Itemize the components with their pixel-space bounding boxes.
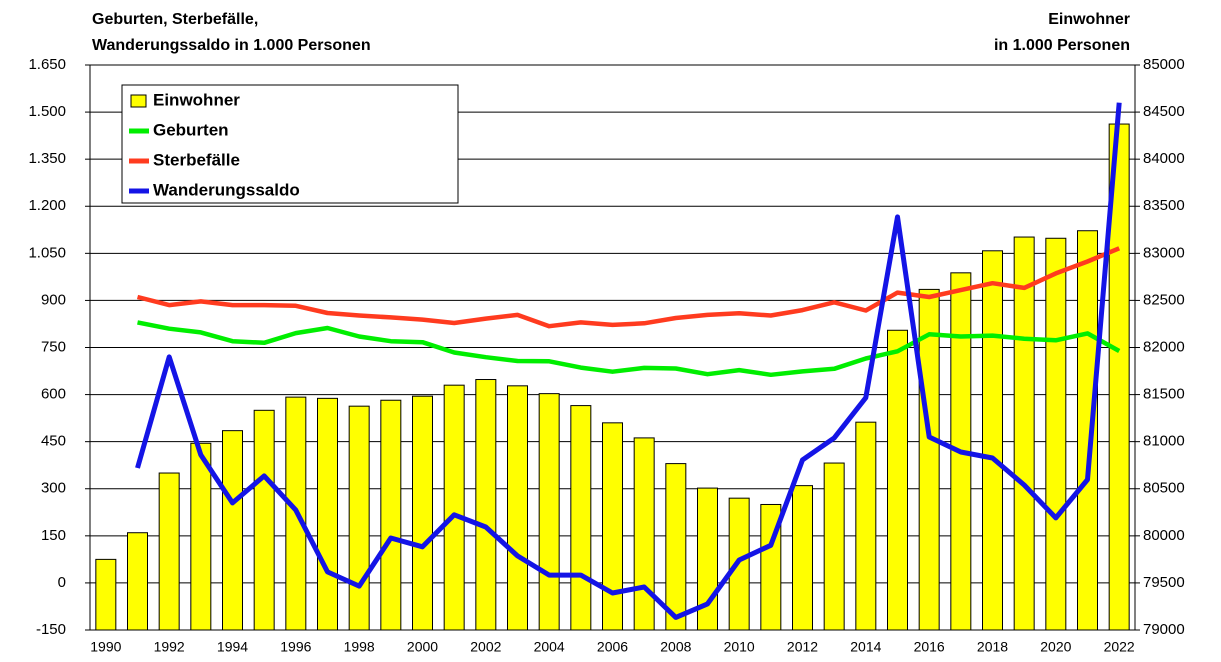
y2-tick-label: 79000 xyxy=(1143,621,1185,638)
y2-tick-label: 84000 xyxy=(1143,150,1185,167)
y-tick-label: 900 xyxy=(41,291,66,308)
bar xyxy=(127,532,148,631)
bar xyxy=(475,379,497,631)
y-tick-label: 1.050 xyxy=(28,244,66,261)
x-tick-label: 2000 xyxy=(407,639,438,655)
plot-frame xyxy=(89,64,1136,631)
x-tick-label: 2022 xyxy=(1104,639,1135,655)
y2-tick-label: 82500 xyxy=(1143,291,1185,308)
bar xyxy=(190,442,212,631)
y2-tick-label: 80500 xyxy=(1143,480,1185,497)
y-tick-label: 150 xyxy=(41,527,66,544)
bar xyxy=(633,437,655,631)
y-tick-label: 600 xyxy=(41,386,66,403)
y-tick-label: 0 xyxy=(58,574,66,591)
bar xyxy=(317,397,338,631)
x-tick-label: 1996 xyxy=(280,639,311,655)
x-tick-label: 2020 xyxy=(1040,639,1071,655)
y-tick-label: -150 xyxy=(36,621,66,638)
legend-swatch xyxy=(130,94,147,108)
legend-label: Geburten xyxy=(153,120,229,139)
y-tick-label: 1.200 xyxy=(28,197,66,214)
bar xyxy=(222,430,243,631)
bar xyxy=(507,385,528,631)
x-tick-label: 2018 xyxy=(977,639,1008,655)
line xyxy=(137,320,1121,378)
bar xyxy=(855,421,877,631)
x-tick-label: 2008 xyxy=(660,639,691,655)
legend-label: Sterbefälle xyxy=(153,150,240,169)
bar xyxy=(665,463,687,631)
y2-tick-label: 79500 xyxy=(1143,574,1185,591)
bar xyxy=(538,393,560,631)
bar xyxy=(412,395,433,631)
y-tick-label: 1.650 xyxy=(28,56,66,73)
bar xyxy=(887,329,908,631)
y-tick-label: 1.500 xyxy=(28,103,66,120)
line xyxy=(135,102,1122,620)
legend-box xyxy=(121,84,459,204)
x-tick-label: 2010 xyxy=(724,639,755,655)
y2-tick-label: 83500 xyxy=(1143,197,1185,214)
x-tick-label: 1990 xyxy=(90,639,121,655)
y-tick-label: 750 xyxy=(41,338,66,355)
bar xyxy=(95,558,117,631)
y-axis-label: Geburten, Sterbefälle, xyxy=(92,11,258,28)
bar xyxy=(982,250,1003,631)
x-tick-label: 2002 xyxy=(470,639,501,655)
bar xyxy=(1045,237,1067,631)
bar xyxy=(1013,236,1035,631)
y-tick-label: 450 xyxy=(41,433,66,450)
y2-tick-label: 80000 xyxy=(1143,527,1185,544)
legend-label: Einwohner xyxy=(153,90,240,109)
x-tick-label: 2014 xyxy=(850,639,881,655)
bar xyxy=(380,399,402,631)
bar xyxy=(792,485,813,631)
y2-tick-label: 82000 xyxy=(1143,338,1185,355)
x-tick-label: 2006 xyxy=(597,639,628,655)
bar xyxy=(570,405,592,631)
y2-axis-label: in 1.000 Personen xyxy=(994,37,1130,54)
bar xyxy=(823,462,845,631)
bar xyxy=(602,422,623,631)
y2-tick-label: 83000 xyxy=(1143,244,1185,261)
line xyxy=(136,246,1121,329)
legend: Einwohner Geburten Sterbefälle Wanderungssa… xyxy=(121,84,459,204)
x-tick-label: 2012 xyxy=(787,639,818,655)
x-tick-label: 2016 xyxy=(914,639,945,655)
legend-label: Wanderungssaldo xyxy=(153,180,300,199)
y2-tick-label: 84500 xyxy=(1143,103,1185,120)
y2-tick-label: 85000 xyxy=(1143,56,1185,73)
bar xyxy=(1077,230,1098,631)
y-tick-label: 300 xyxy=(41,480,66,497)
y2-axis-label: Einwohner xyxy=(1048,11,1130,28)
bar xyxy=(158,472,180,631)
bar xyxy=(253,409,275,631)
x-tick-label: 1992 xyxy=(154,639,185,655)
bar xyxy=(443,384,465,631)
y-tick-label: 1.350 xyxy=(28,150,66,167)
x-tick-label: 2004 xyxy=(534,639,565,655)
y2-tick-label: 81000 xyxy=(1143,433,1185,450)
x-tick-label: 1994 xyxy=(217,639,248,655)
bar xyxy=(348,405,370,631)
y-axis-label: Wanderungssaldo in 1.000 Personen xyxy=(92,37,371,54)
y2-tick-label: 81500 xyxy=(1143,386,1185,403)
x-tick-label: 1998 xyxy=(344,639,375,655)
